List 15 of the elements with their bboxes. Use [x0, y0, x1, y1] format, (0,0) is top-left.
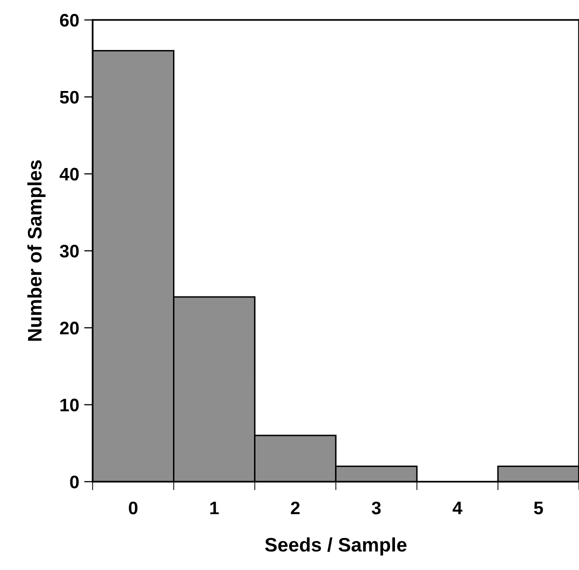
x-tick-label: 5 [534, 502, 543, 514]
x-tick-label: 2 [290, 502, 300, 514]
y-tick-label: 30 [60, 244, 79, 258]
x-axis-title: Seeds / Sample [265, 537, 406, 556]
x-tick-label: 4 [452, 502, 462, 514]
x-tick-label: 1 [210, 502, 219, 514]
y-tick-label: 50 [60, 90, 79, 104]
y-tick-label: 10 [60, 398, 79, 412]
y-tick-label: 20 [60, 322, 79, 334]
y-axis-title: Number of Samples [27, 160, 46, 341]
y-tick-label: 60 [60, 14, 79, 27]
x-tick-label: 3 [372, 502, 381, 514]
y-tick-label: 0 [70, 476, 79, 488]
y-tick-label: 40 [60, 168, 79, 181]
x-tick-label: 0 [128, 502, 138, 514]
